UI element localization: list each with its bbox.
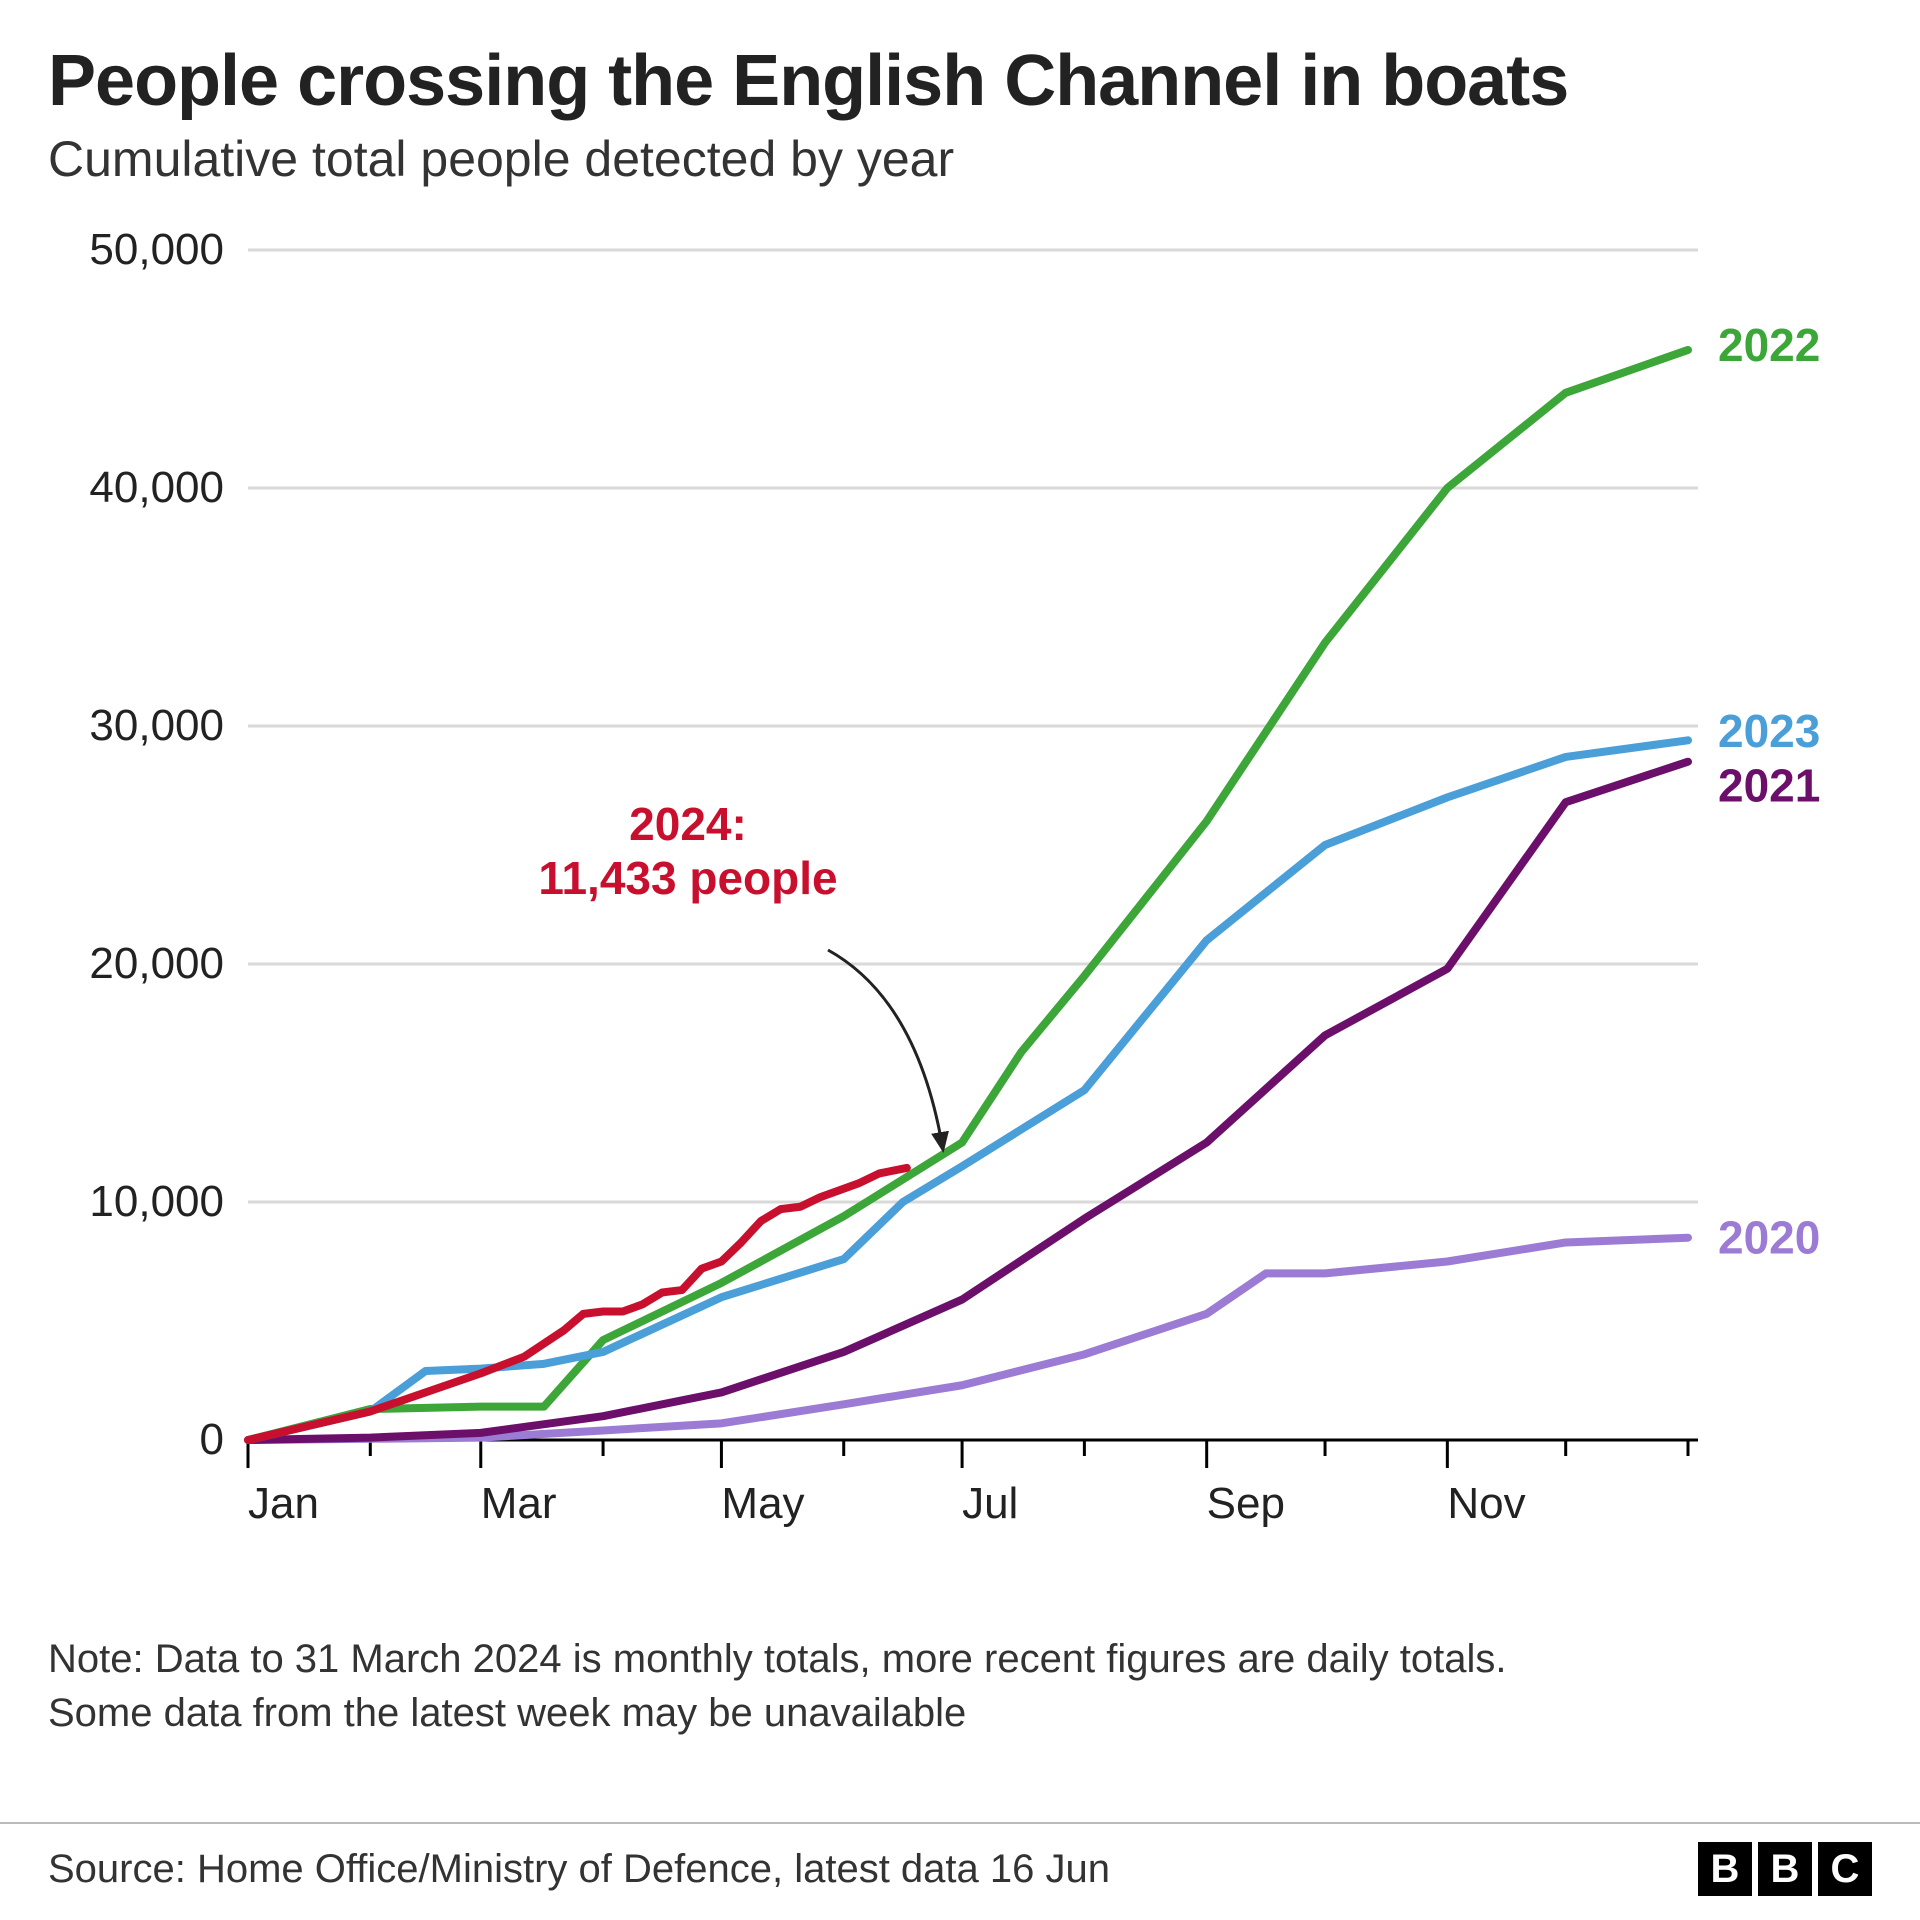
series-label-2020: 2020: [1718, 1212, 1820, 1264]
series-2023: [248, 740, 1688, 1440]
annotation-line1: 2024:: [629, 798, 747, 850]
chart-title: People crossing the English Channel in b…: [48, 40, 1872, 122]
chart-source: Source: Home Office/Ministry of Defence,…: [48, 1847, 1110, 1892]
x-tick-label: May: [721, 1479, 804, 1528]
series-2022: [248, 350, 1688, 1440]
footer: Source: Home Office/Ministry of Defence,…: [0, 1822, 1920, 1920]
bbc-logo: B B C: [1698, 1842, 1872, 1896]
series-2024: [248, 1168, 907, 1440]
bbc-logo-block: B: [1698, 1842, 1752, 1896]
x-tick-label: Sep: [1207, 1479, 1285, 1528]
chart-subtitle: Cumulative total people detected by year: [48, 130, 1872, 188]
y-tick-label: 50,000: [89, 225, 224, 274]
series-label-2021: 2021: [1718, 760, 1820, 812]
x-tick-label: Mar: [481, 1479, 557, 1528]
y-tick-label: 10,000: [89, 1177, 224, 1226]
annotation-arrow: [828, 950, 943, 1150]
chart-container: 0 10,000 20,000 30,000 40,000 50,000 Jan Mar May…: [48, 220, 1872, 1600]
page: People crossing the English Channel in b…: [0, 0, 1920, 1920]
y-tick-label: 20,000: [89, 939, 224, 988]
chart-note: Note: Data to 31 March 2024 is monthly t…: [48, 1632, 1872, 1740]
y-tick-label: 30,000: [89, 701, 224, 750]
series-label-2023: 2023: [1718, 705, 1820, 757]
y-tick-label: 40,000: [89, 463, 224, 512]
line-chart: 0 10,000 20,000 30,000 40,000 50,000 Jan Mar May…: [48, 220, 1872, 1600]
x-tick-label: Nov: [1447, 1479, 1525, 1528]
y-tick-label: 0: [200, 1415, 224, 1464]
bbc-logo-block: C: [1818, 1842, 1872, 1896]
note-line-2: Some data from the latest week may be un…: [48, 1691, 966, 1735]
x-tick-label: Jan: [248, 1479, 319, 1528]
annotation-line2: 11,433 people: [538, 852, 837, 904]
note-line-1: Note: Data to 31 March 2024 is monthly t…: [48, 1637, 1506, 1681]
bbc-logo-block: B: [1758, 1842, 1812, 1896]
series-label-2022: 2022: [1718, 319, 1820, 371]
x-tick-label: Jul: [962, 1479, 1018, 1528]
series-2021: [248, 762, 1688, 1440]
